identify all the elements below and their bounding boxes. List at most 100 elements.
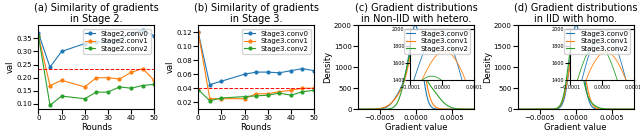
Stage3.conv2 <box>264 94 271 96</box>
Title: (a) Similarity of gradients
in Stage 2.: (a) Similarity of gradients in Stage 2. <box>34 3 159 24</box>
Line: Stage2.conv1: Stage2.conv1 <box>37 34 156 88</box>
Stage2.conv1 <box>104 77 112 79</box>
Stage2.conv1 <box>92 77 100 79</box>
X-axis label: Gradient value: Gradient value <box>545 123 607 132</box>
Stage3.conv0 <box>252 71 260 73</box>
Stage3.conv2 <box>470 108 477 110</box>
Stage2.conv0 <box>127 32 135 34</box>
Line: Stage3.conv2: Stage3.conv2 <box>518 32 634 109</box>
X-axis label: Gradient value: Gradient value <box>385 123 447 132</box>
Stage3.conv0 <box>561 96 568 98</box>
Stage3.conv0 <box>405 53 413 55</box>
Stage3.conv1 <box>447 108 454 110</box>
Line: Stage3.conv1: Stage3.conv1 <box>358 36 474 109</box>
Stage3.conv1 <box>470 108 477 110</box>
Line: Stage3.conv1: Stage3.conv1 <box>197 31 316 100</box>
Stage2.conv0 <box>139 30 147 31</box>
Stage3.conv0 <box>195 31 202 33</box>
Stage3.conv2 <box>241 96 248 97</box>
Stage3.conv0 <box>514 108 522 110</box>
Title: (c) Gradient distributions
in Non-IID with hetero.: (c) Gradient distributions in Non-IID wi… <box>355 3 477 24</box>
Stage3.conv1 <box>561 93 568 95</box>
Line: Stage3.conv0: Stage3.conv0 <box>518 25 634 109</box>
Stage2.conv0 <box>81 43 88 44</box>
Stage3.conv1 <box>252 93 260 95</box>
Stage3.conv0 <box>401 75 409 77</box>
Stage2.conv0 <box>116 39 124 40</box>
Stage3.conv0 <box>206 84 214 86</box>
Stage3.conv0 <box>434 108 442 110</box>
Y-axis label: val: val <box>6 61 15 74</box>
Legend: Stage3.conv0, Stage3.conv1, Stage3.conv2: Stage3.conv0, Stage3.conv1, Stage3.conv2 <box>564 29 630 54</box>
Stage2.conv2 <box>104 91 112 93</box>
Stage3.conv1 <box>366 108 374 110</box>
Stage3.conv2 <box>565 60 573 62</box>
Stage3.conv2 <box>604 108 612 110</box>
Stage3.conv1 <box>593 108 601 109</box>
Stage2.conv2 <box>127 87 135 89</box>
Stage3.conv1 <box>413 35 420 37</box>
Stage3.conv1 <box>195 31 202 33</box>
Stage3.conv1 <box>514 108 522 110</box>
Stage3.conv2 <box>447 106 454 108</box>
Stage3.conv1 <box>241 98 248 100</box>
Stage3.conv0 <box>412 24 419 26</box>
Legend: Stage3.conv0, Stage3.conv1, Stage3.conv2: Stage3.conv0, Stage3.conv1, Stage3.conv2 <box>243 29 310 54</box>
Stage3.conv2 <box>434 95 442 96</box>
Stage3.conv1 <box>604 108 612 110</box>
Title: (d) Gradient distributions
in IID with homo.: (d) Gradient distributions in IID with h… <box>514 3 637 24</box>
Stage3.conv2 <box>410 48 417 49</box>
Stage2.conv1 <box>139 68 147 69</box>
Stage2.conv1 <box>150 80 158 81</box>
Stage2.conv2 <box>58 95 65 97</box>
Stage3.conv1 <box>445 108 452 110</box>
Stage3.conv2 <box>405 57 413 58</box>
Stage2.conv2 <box>35 35 42 37</box>
Stage2.conv2 <box>116 86 124 88</box>
Legend: Stage3.conv0, Stage3.conv1, Stage3.conv2: Stage3.conv0, Stage3.conv1, Stage3.conv2 <box>404 29 470 54</box>
Stage2.conv2 <box>150 83 158 85</box>
Stage3.conv0 <box>593 108 601 110</box>
Stage3.conv2 <box>287 94 294 96</box>
Stage3.conv0 <box>607 108 614 110</box>
Stage3.conv1 <box>275 91 283 93</box>
Stage3.conv0 <box>241 73 248 75</box>
Stage3.conv2 <box>630 108 637 110</box>
Stage3.conv0 <box>299 68 307 69</box>
Stage3.conv1 <box>607 108 614 110</box>
Stage3.conv2 <box>218 97 225 99</box>
Stage3.conv2 <box>571 31 579 33</box>
Stage3.conv2 <box>206 100 214 102</box>
Stage3.conv0 <box>447 108 454 110</box>
Stage3.conv1 <box>401 78 409 80</box>
Line: Stage3.conv0: Stage3.conv0 <box>358 25 474 109</box>
Stage2.conv2 <box>81 98 88 100</box>
Stage3.conv2 <box>252 95 260 97</box>
Stage3.conv0 <box>287 70 294 72</box>
Stage3.conv2 <box>607 108 614 110</box>
Stage3.conv2 <box>354 108 362 110</box>
Line: Stage2.conv2: Stage2.conv2 <box>37 34 156 107</box>
Stage3.conv2 <box>561 89 568 91</box>
Stage3.conv0 <box>630 108 637 110</box>
Stage2.conv1 <box>46 85 54 86</box>
X-axis label: Rounds: Rounds <box>241 123 271 132</box>
Stage3.conv1 <box>434 107 442 109</box>
Stage3.conv1 <box>526 108 534 110</box>
Stage2.conv1 <box>116 78 124 80</box>
X-axis label: Rounds: Rounds <box>81 123 112 132</box>
Line: Stage2.conv0: Stage2.conv0 <box>37 29 156 69</box>
Stage3.conv0 <box>218 80 225 82</box>
Stage3.conv1 <box>354 108 362 110</box>
Stage3.conv1 <box>405 61 413 63</box>
Stage3.conv1 <box>299 87 307 89</box>
Stage2.conv0 <box>46 66 54 68</box>
Stage3.conv1 <box>573 36 580 37</box>
Legend: Stage2.conv0, Stage2.conv1, Stage2.conv2: Stage2.conv0, Stage2.conv1, Stage2.conv2 <box>83 29 151 54</box>
Stage3.conv0 <box>366 108 374 110</box>
Stage2.conv1 <box>81 86 88 88</box>
Stage3.conv0 <box>572 24 580 26</box>
Stage3.conv2 <box>366 108 374 110</box>
Stage2.conv2 <box>92 91 100 93</box>
Stage3.conv1 <box>264 93 271 95</box>
